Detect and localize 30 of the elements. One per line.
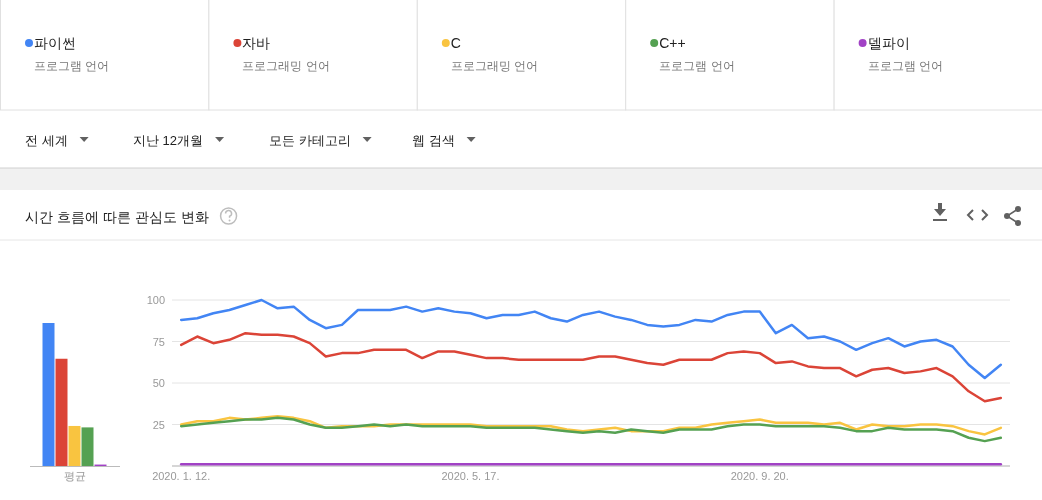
y-tick-label: 50 [152, 377, 165, 389]
y-tick-label: 25 [152, 418, 165, 431]
line-series [179, 416, 1003, 443]
legend-label: 델파이 [867, 35, 910, 51]
y-tick-label: 75 [152, 335, 165, 348]
line-series [179, 298, 1003, 380]
x-tick-label: 2020. 1. 12. [152, 470, 211, 482]
legend-label: 파이썬 [34, 35, 76, 51]
text: 모든 카테고리 [269, 133, 351, 148]
legend-label: C++ [659, 35, 686, 51]
y-tick-label: 100 [146, 294, 165, 306]
text: 전 세계 [25, 133, 68, 148]
bar [68, 425, 81, 466]
text: 지난 12개월 [133, 133, 204, 148]
text: 프로그램 언어 [659, 59, 735, 73]
bar [81, 427, 94, 466]
bar [55, 358, 68, 466]
legend-label: 자바 [242, 35, 271, 51]
chart-title: 시간 흐름에 따른 관심도 변화 [25, 209, 209, 225]
text: 프로그램 언어 [867, 59, 943, 73]
legend-label: C [450, 35, 461, 51]
x-tick-label: 2020. 9. 20. [730, 470, 789, 482]
text: 프로그래밍 언어 [242, 59, 330, 73]
text: 프로그래밍 언어 [450, 59, 539, 73]
bar [42, 323, 55, 466]
text: 프로그램 언어 [34, 59, 110, 73]
text: 웹 검색 [412, 133, 455, 148]
x-tick-label: 2020. 5. 17. [441, 470, 500, 482]
line-series [179, 331, 1003, 403]
x-tick-label: 평균 [64, 470, 86, 482]
